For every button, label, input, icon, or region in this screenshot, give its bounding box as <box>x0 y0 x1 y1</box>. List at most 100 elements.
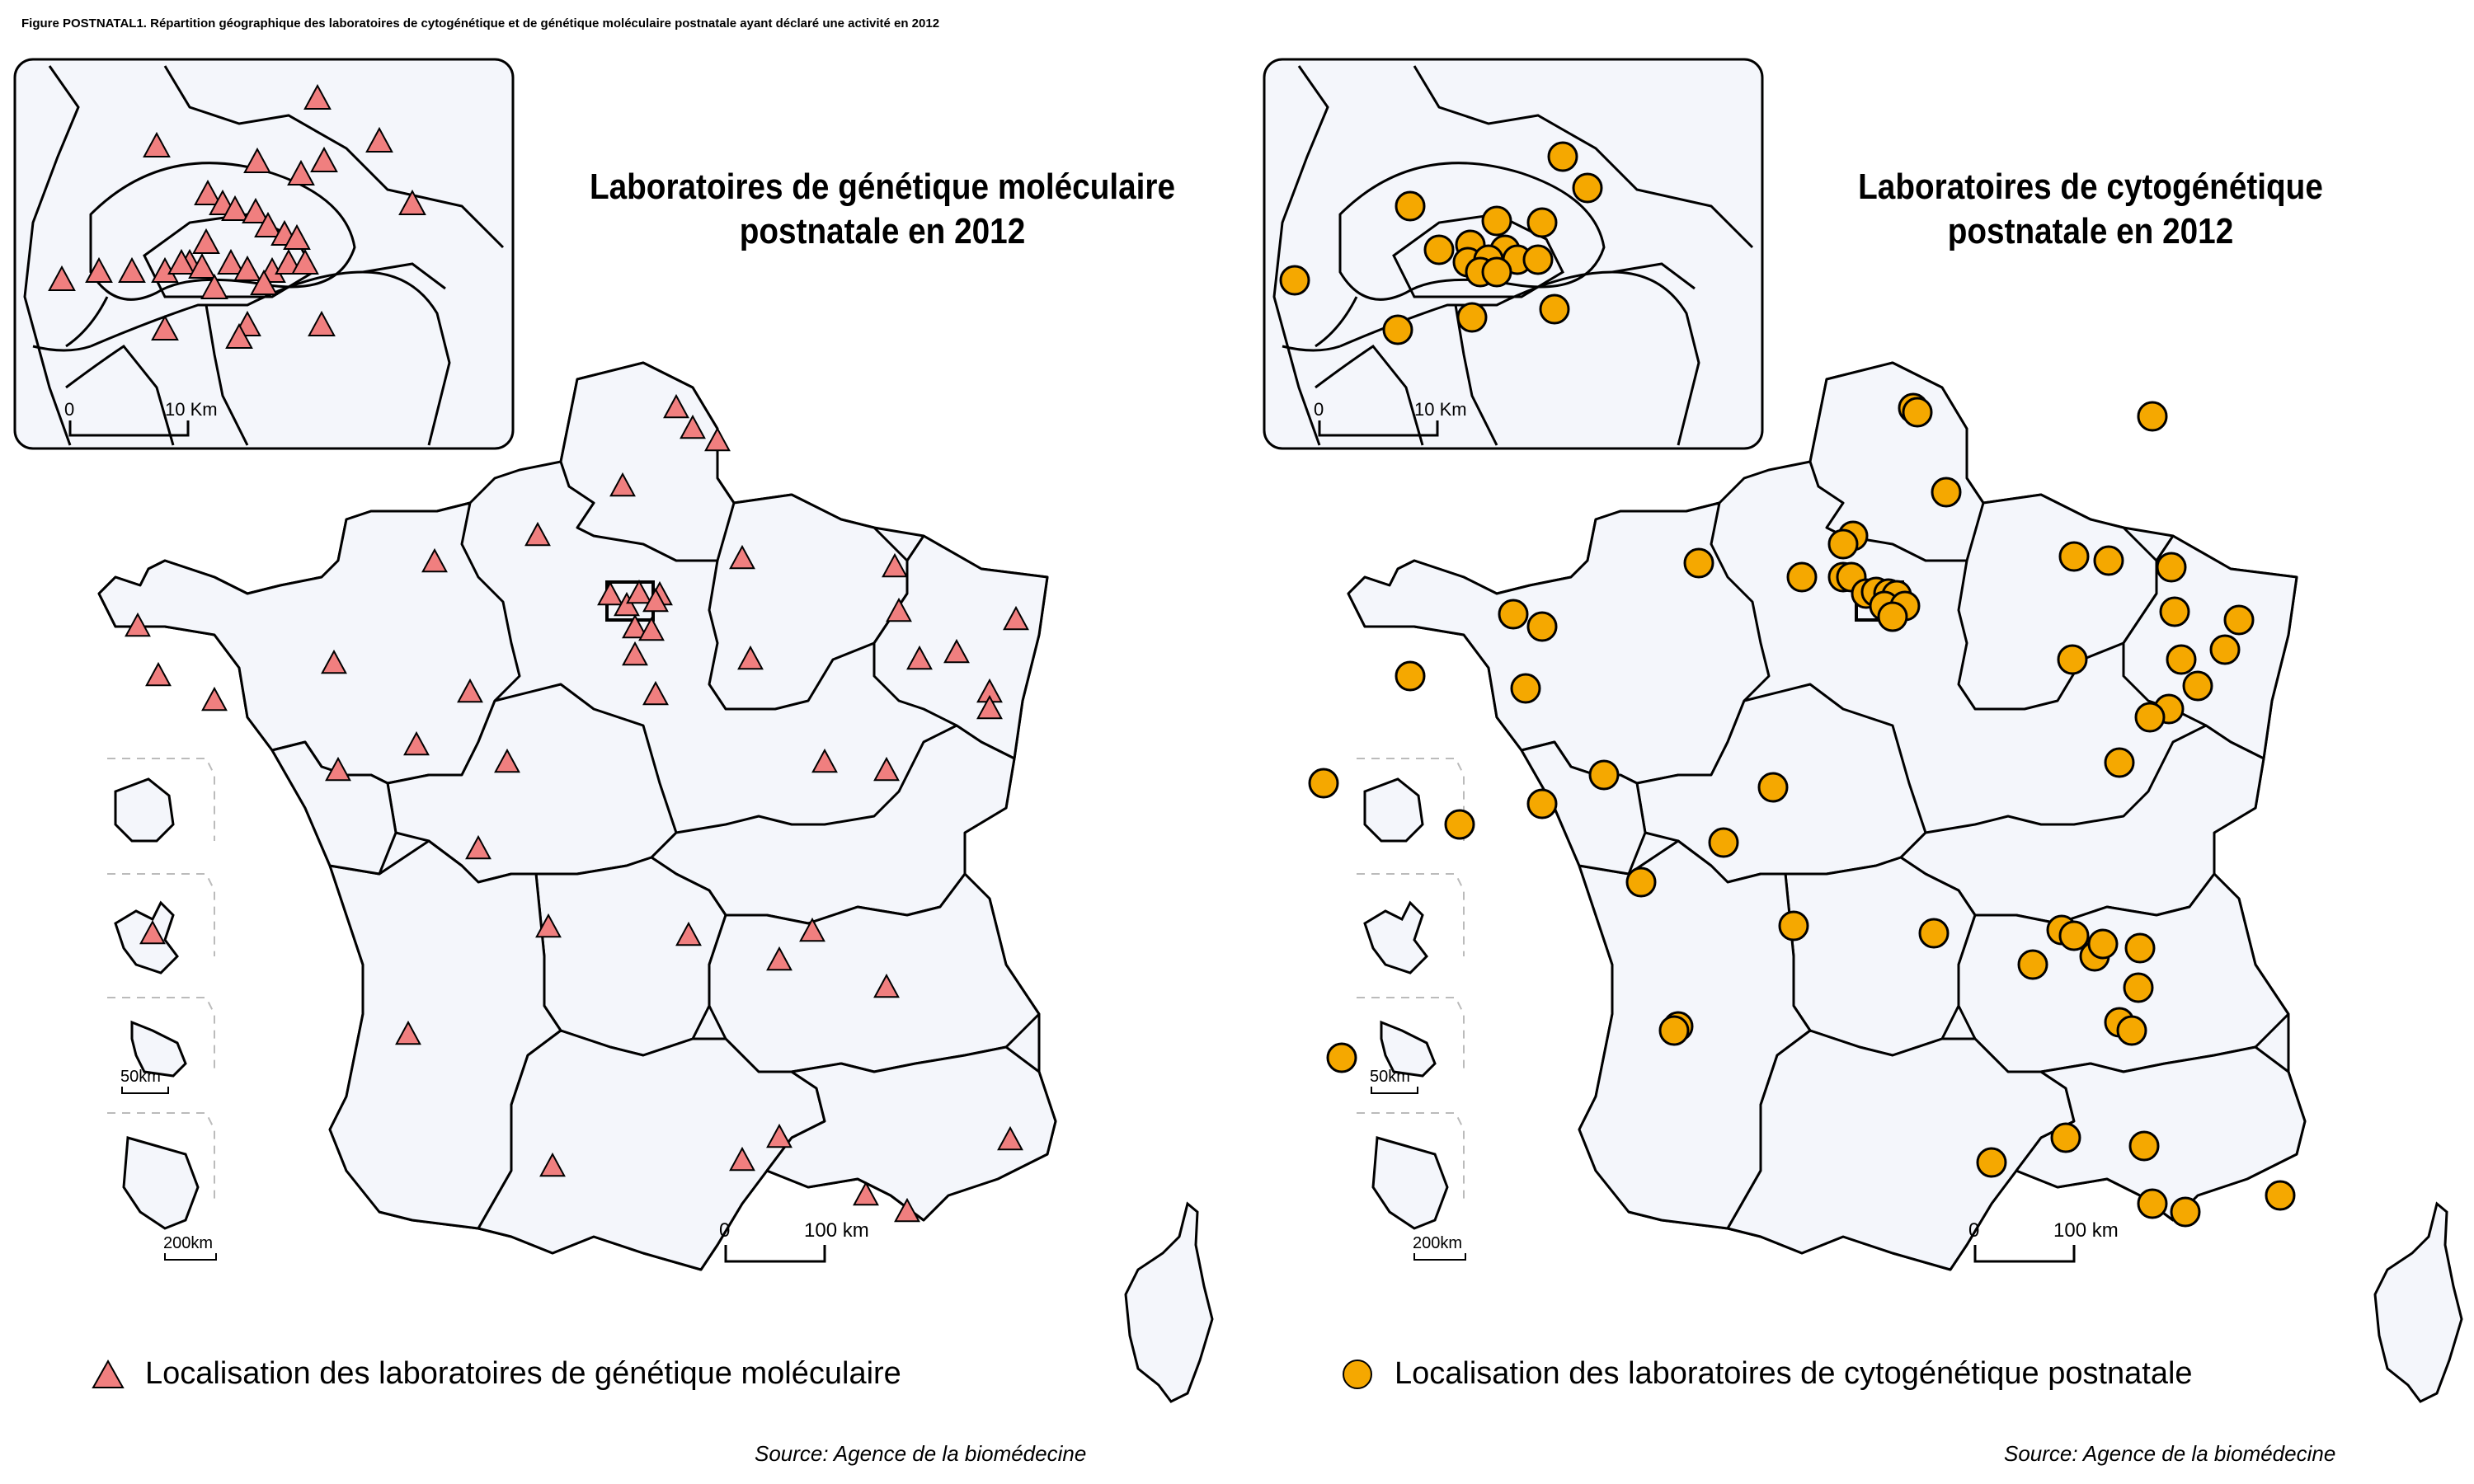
lab-markers <box>125 393 1029 1223</box>
lab-circle-marker <box>1382 314 1413 345</box>
lab-markers <box>1308 392 2296 1228</box>
map-title: Laboratoires de cytogénétique postnatale… <box>1764 165 2417 254</box>
lab-triangle-marker <box>233 255 261 281</box>
main-scale-bar: 0 100 km <box>1968 1219 2119 1263</box>
lab-triangle-marker <box>766 1123 793 1148</box>
lab-triangle-marker <box>704 426 731 452</box>
lab-triangle-marker <box>421 547 448 573</box>
lab-circle-marker <box>1522 244 1554 275</box>
lab-circle-marker <box>2050 1122 2081 1153</box>
lab-triangle-marker <box>465 834 492 860</box>
lab-triangle-marker <box>1003 605 1029 631</box>
lab-circle-marker <box>2265 1180 2296 1211</box>
map-title-line2: postnatale en 2012 <box>739 211 1026 251</box>
inset-scale-10: 10 Km <box>165 399 218 420</box>
lab-circle-marker <box>1526 207 1558 238</box>
corsica <box>1124 1201 1214 1403</box>
lab-triangle-marker <box>609 472 636 497</box>
lab-circle-marker <box>1786 561 1818 593</box>
lab-circle-marker <box>2123 972 2154 1003</box>
dom-scale-50: 50km <box>120 1068 161 1086</box>
lab-triangle-marker <box>906 645 933 670</box>
map-title-line1: Laboratoires de génétique moléculaire <box>589 167 1176 207</box>
lab-circle-marker <box>1395 190 1426 222</box>
lab-circle-marker <box>1326 1042 1357 1073</box>
lab-circle-marker <box>1902 397 1933 428</box>
lab-triangle-marker <box>167 248 195 275</box>
legend-label: Localisation des laboratoires de cytogén… <box>1395 1356 2193 1391</box>
map-molecular-genetics: 0 10 Km <box>13 58 1214 1403</box>
lab-triangle-marker <box>143 131 171 157</box>
lab-triangle-marker <box>997 1125 1023 1151</box>
lab-triangle-marker <box>811 748 838 773</box>
lab-triangle-marker <box>622 641 648 666</box>
lab-triangle-marker <box>125 612 151 637</box>
lab-circle-marker <box>1279 265 1310 296</box>
lab-circle-marker <box>2156 552 2187 583</box>
lab-triangle-marker <box>217 248 245 275</box>
lab-triangle-marker <box>853 1181 879 1206</box>
lab-triangle-marker <box>242 197 270 223</box>
lab-circle-marker <box>1625 866 1657 898</box>
lab-circle-marker <box>2128 1130 2160 1162</box>
lab-circle-marker <box>1510 673 1541 704</box>
lab-triangle-marker <box>151 314 179 340</box>
map-title: Laboratoires de génétique moléculaire po… <box>556 165 1209 254</box>
lab-circle-marker <box>2166 644 2197 675</box>
lab-triangle-marker <box>85 256 113 283</box>
lab-triangle-marker <box>194 179 222 205</box>
lab-circle-marker <box>1918 918 1950 949</box>
lab-circle-marker <box>1444 809 1475 840</box>
lab-circle-marker <box>2087 928 2119 960</box>
inset-scale-bar: 0 10 Km <box>1314 399 1467 437</box>
lab-circle-marker <box>1481 205 1512 237</box>
paris-inset: 0 10 Km <box>13 58 515 450</box>
lab-triangle-marker <box>225 322 253 349</box>
inset-markers <box>48 83 426 349</box>
legend: Localisation des laboratoires de génétiq… <box>91 1356 901 1392</box>
lab-circle-marker <box>2057 644 2088 675</box>
lab-triangle-marker <box>799 917 825 942</box>
lab-triangle-marker <box>729 544 755 570</box>
lab-circle-marker <box>1481 256 1512 288</box>
legend-triangle-icon <box>92 1359 125 1388</box>
legend-circle-icon <box>1343 1359 1372 1389</box>
lab-circle-marker <box>2116 1015 2147 1046</box>
lab-circle-marker <box>1539 294 1570 325</box>
lab-circle-marker <box>1976 1147 2007 1178</box>
lab-circle-marker <box>2223 604 2255 636</box>
main-scale-100: 100 km <box>2053 1219 2119 1242</box>
france-mainland <box>97 361 1057 1271</box>
lab-triangle-marker <box>321 649 347 674</box>
lab-triangle-marker <box>642 680 669 706</box>
lab-triangle-marker <box>626 579 652 604</box>
lab-triangle-marker <box>192 228 220 254</box>
lab-triangle-marker <box>457 678 483 703</box>
lab-circle-marker <box>1658 1015 1690 1046</box>
source-note: Source: Agence de la biomédecine <box>755 1441 1087 1466</box>
paris-inset: 0 10 Km <box>1263 58 1764 450</box>
map-title-line2: postnatale en 2012 <box>1947 211 2234 251</box>
lab-triangle-marker <box>403 730 430 756</box>
lab-circle-marker <box>1572 172 1603 204</box>
lab-triangle-marker <box>303 83 332 110</box>
lab-triangle-marker <box>873 756 900 782</box>
lab-triangle-marker <box>200 273 228 299</box>
lab-circle-marker <box>1526 611 1558 642</box>
lab-triangle-marker <box>663 393 689 419</box>
lab-circle-marker <box>1931 477 1962 508</box>
panel-cytogenetics: 0 10 Km <box>1249 0 2474 1484</box>
lab-triangle-marker <box>250 269 278 295</box>
overseas-insets: 50km 200km <box>107 758 217 1261</box>
lab-circle-marker <box>1827 528 1859 560</box>
lab-circle-marker <box>2159 596 2190 627</box>
inset-scale-bar: 0 10 Km <box>64 399 218 437</box>
lab-circle-marker <box>1456 302 1488 333</box>
lab-triangle-marker <box>118 256 146 283</box>
lab-triangle-marker <box>873 973 900 998</box>
main-scale-100: 100 km <box>804 1219 869 1242</box>
lab-circle-marker <box>2209 634 2241 665</box>
lab-triangle-marker <box>494 748 520 773</box>
lab-triangle-marker <box>365 126 393 153</box>
lab-circle-marker <box>2182 670 2213 702</box>
